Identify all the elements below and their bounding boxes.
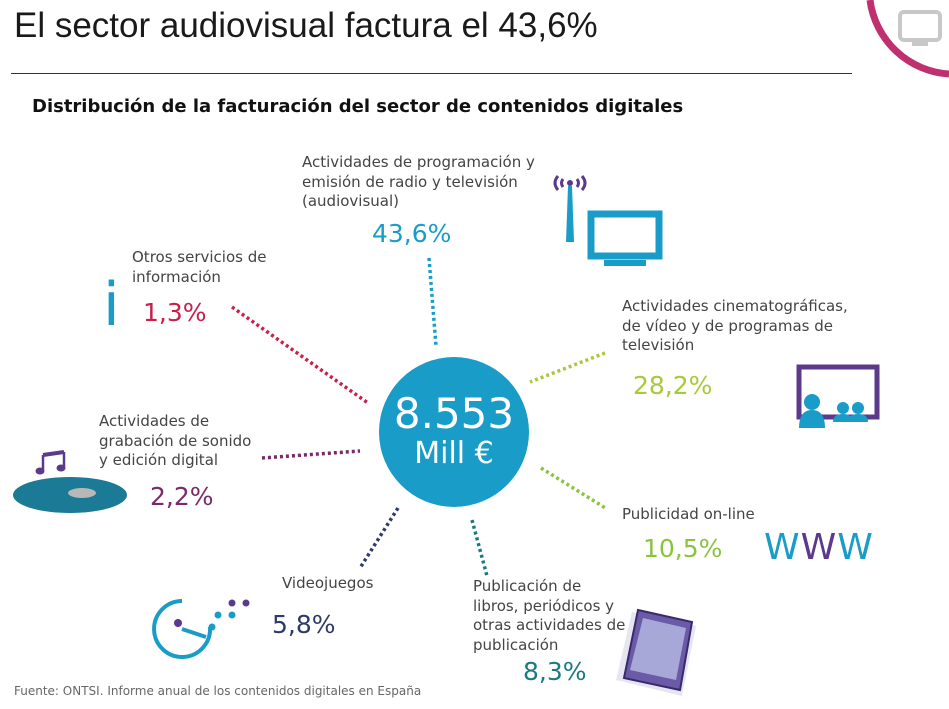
- segment-label-publicidad: Publicidad on-line: [622, 505, 755, 523]
- segment-label-audiovisual: Actividades de programación y emisión de…: [302, 153, 535, 210]
- segment-share-videojuegos: 5,8%: [272, 610, 336, 639]
- segment-label-cine: Actividades cinematográficas, de vídeo y…: [622, 297, 848, 354]
- segment-label-publicacion: Publicación de libros, periódicos y otra…: [473, 577, 626, 654]
- connector-cine: [529, 351, 606, 384]
- tv-broadcast-icon: [553, 175, 663, 266]
- segment-label-otros: Otros servicios de información: [132, 248, 267, 286]
- connector-videojuegos: [358, 507, 400, 569]
- segment-share-publicacion: 8,3%: [523, 657, 587, 686]
- music-disc-icon: [13, 450, 127, 513]
- segment-share-publicidad: 10,5%: [643, 534, 723, 563]
- segment-share-grabacion: 2,2%: [150, 482, 214, 511]
- segment-share-otros: 1,3%: [143, 298, 207, 327]
- corner-tv-icon: [866, 0, 949, 78]
- segment-share-audiovisual: 43,6%: [372, 219, 452, 248]
- videogame-icon: [152, 599, 250, 659]
- www-text: WWW: [764, 527, 874, 568]
- ebook-icon: [616, 608, 696, 696]
- source-note: Fuente: ONTSI. Informe anual de los cont…: [14, 684, 422, 698]
- cinema-icon: [796, 364, 880, 428]
- chart-subtitle: Distribución de la facturación del secto…: [32, 96, 684, 117]
- info-icon-glyph: i: [103, 270, 120, 340]
- total-unit: Mill €: [414, 436, 494, 471]
- info-icon: i: [103, 274, 120, 336]
- page-title: El sector audiovisual factura el 43,6%: [14, 6, 598, 45]
- total-value: 8.553: [393, 389, 515, 438]
- connector-publicacion: [470, 519, 489, 577]
- segment-label-grabacion: Actividades de grabación de sonido y edi…: [99, 412, 252, 469]
- total-hub: 8.553 Mill €: [379, 357, 529, 507]
- segment-label-videojuegos: Videojuegos: [282, 574, 374, 592]
- connector-audiovisual: [427, 257, 438, 347]
- connector-publicidad: [540, 466, 608, 511]
- www-icon: WWW: [764, 527, 874, 568]
- title-divider: [11, 73, 852, 74]
- connector-otros: [230, 305, 370, 405]
- segment-share-cine: 28,2%: [633, 371, 713, 400]
- connector-grabacion: [261, 449, 361, 460]
